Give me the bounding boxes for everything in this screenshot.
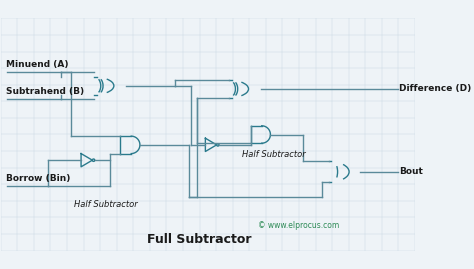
Text: Half Subtractor: Half Subtractor bbox=[74, 200, 138, 209]
Text: Half Subtractor: Half Subtractor bbox=[242, 150, 306, 159]
Text: Difference (D): Difference (D) bbox=[399, 84, 472, 93]
Text: Subtrahend (B): Subtrahend (B) bbox=[6, 87, 84, 96]
Text: Full Subtractor: Full Subtractor bbox=[147, 233, 252, 246]
Text: © www.elprocus.com: © www.elprocus.com bbox=[258, 221, 340, 230]
Text: Bout: Bout bbox=[399, 167, 423, 176]
Text: Borrow (Bin): Borrow (Bin) bbox=[6, 174, 70, 183]
Text: Minuend (A): Minuend (A) bbox=[6, 61, 68, 69]
